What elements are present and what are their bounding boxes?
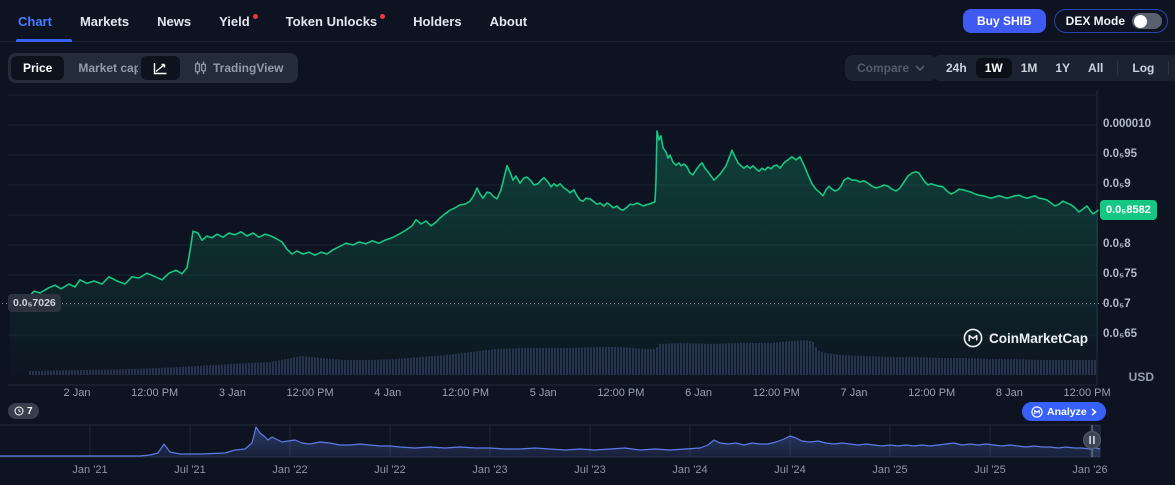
range-button-all[interactable]: All (1088, 61, 1104, 75)
nav-tab-about[interactable]: About (490, 0, 528, 42)
line-chart-mode-button[interactable] (141, 56, 180, 80)
nav-tab-label: Markets (79, 13, 130, 29)
nav-tab-label: About (489, 13, 528, 29)
dex-mode-switch[interactable] (1132, 13, 1162, 29)
dex-mode-toggle[interactable]: DEX Mode (1053, 9, 1168, 33)
top-navigation: Chart Markets News Yield Token Unlocks Holder… (0, 0, 1175, 42)
tradingview-mode-button[interactable]: TradingView (182, 56, 295, 80)
time-range-group: 24h 1W 1M 1Y All Log (932, 55, 1175, 81)
history-brush-area[interactable] (0, 425, 1100, 457)
nav-tab-chart[interactable]: Chart (16, 0, 72, 42)
range-button-1y[interactable]: 1Y (1055, 61, 1071, 75)
y-axis-tick: 0.0₅65 (1103, 328, 1138, 340)
divider (1117, 61, 1119, 75)
divider (1168, 61, 1170, 75)
coinmarketcap-watermark: CoinMarketCap (963, 328, 1088, 348)
chart-type-segmented: TradingView (138, 53, 299, 83)
x-axis-tick: 12:00 PM (752, 387, 800, 399)
analyze-label: Analyze (1047, 405, 1087, 418)
watermark-text: CoinMarketCap (989, 330, 1089, 346)
x-axis-tick: 12:00 PM (1063, 387, 1111, 399)
new-indicator-dot (252, 13, 258, 19)
history-axis-tick: Jul '21 (174, 464, 206, 476)
y-axis-tick: 0.000010 (1103, 118, 1151, 130)
nav-tab-news[interactable]: News (157, 0, 191, 42)
previous-close-tag: 0.0₅7026 (8, 294, 61, 312)
log-scale-button[interactable]: Log (1132, 61, 1155, 75)
current-price-tag: 0.0₅8582 (1100, 200, 1157, 220)
price-marketcap-segmented: Price Market cap (8, 53, 157, 83)
currency-unit-label: USD (1128, 370, 1154, 384)
clock-icon (14, 406, 24, 416)
nav-tab-holders[interactable]: Holders (413, 0, 461, 42)
history-area-fill (0, 427, 1100, 457)
chevron-down-icon (915, 65, 925, 71)
nav-tab-token-unlocks[interactable]: Token Unlocks (286, 0, 386, 42)
nav-actions: Buy SHIB DEX Mode (962, 9, 1168, 33)
history-axis-tick: Jul '24 (774, 464, 806, 476)
nav-tab-yield[interactable]: Yield (219, 0, 258, 42)
x-axis-tick: 8 Jan (995, 387, 1023, 399)
candlestick-icon (194, 61, 207, 75)
new-indicator-dot (380, 13, 386, 19)
y-axis-tick: 0.0₅95 (1103, 148, 1138, 160)
price-line (9, 130, 1099, 303)
x-axis-tick: 12:00 PM (441, 387, 490, 399)
history-badge-count: 7 (27, 405, 33, 417)
y-axis-tick: 0.0₅8 (1103, 238, 1131, 250)
x-axis-tick: 3 Jan (218, 387, 246, 399)
nav-tab-label: Token Unlocks (285, 13, 378, 29)
price-area-fill (10, 131, 1098, 385)
x-axis-tick: 2 Jan (63, 387, 91, 399)
chevron-right-icon (1091, 407, 1097, 416)
y-axis-tick: 0.0₅75 (1103, 268, 1138, 280)
metric-tab-price[interactable]: Price (11, 56, 65, 80)
y-axis-tick: 0.0₅7 (1103, 298, 1131, 310)
metric-tab-market-cap[interactable]: Market cap (78, 61, 142, 75)
history-alerts-badge[interactable]: 7 (8, 403, 39, 419)
history-axis-tick: Jul '22 (374, 464, 406, 476)
analyze-logo-icon (1031, 405, 1043, 418)
y-axis-tick: 0.0₅9 (1103, 178, 1131, 190)
x-axis-tick: 12:00 PM (597, 387, 645, 399)
range-button-1m[interactable]: 1M (1020, 61, 1038, 75)
main-chart-plot-area[interactable] (8, 90, 1097, 385)
history-axis-tick: Jan '23 (472, 464, 508, 476)
x-axis-tick: 4 Jan (374, 387, 402, 399)
nav-tab-label: Yield (219, 13, 250, 29)
x-axis-tick: 7 Jan (840, 387, 868, 399)
history-axis-tick: Jul '25 (974, 464, 1006, 476)
brush-handle[interactable] (1083, 431, 1101, 449)
compare-label: Compare (857, 61, 910, 75)
nav-tab-label: Chart (18, 13, 52, 29)
history-line (0, 426, 1101, 457)
compare-button[interactable]: Compare (845, 55, 938, 81)
tradingview-label: TradingView (213, 61, 284, 75)
analyze-button[interactable]: Analyze (1022, 402, 1106, 421)
history-axis-tick: Jan '26 (1072, 464, 1108, 476)
range-button-24h[interactable]: 24h (946, 61, 967, 75)
x-axis-tick: 5 Jan (529, 387, 557, 399)
nav-tab-label: News (157, 13, 192, 29)
buy-shib-button[interactable]: Buy SHIB (962, 9, 1046, 33)
nav-tab-label: Holders (413, 13, 462, 29)
line-chart-icon (153, 62, 167, 74)
x-axis-tick: 12:00 PM (286, 387, 334, 399)
x-axis-tick: 6 Jan (685, 387, 713, 399)
nav-tabs: Chart Markets News Yield Token Unlocks Holder… (16, 0, 555, 42)
dex-mode-label: DEX Mode (1065, 14, 1125, 28)
history-axis-tick: Jan '21 (72, 464, 108, 476)
nav-tab-markets[interactable]: Markets (80, 0, 129, 42)
x-axis-tick: 12:00 PM (131, 387, 179, 399)
history-axis-tick: Jan '22 (272, 464, 308, 476)
history-axis-tick: Jan '25 (872, 464, 908, 476)
coinmarketcap-logo-icon (963, 328, 983, 348)
x-axis-tick: 12:00 PM (908, 387, 956, 399)
history-axis-tick: Jan '24 (672, 464, 708, 476)
range-button-1w[interactable]: 1W (975, 58, 1012, 78)
history-axis-tick: Jul '23 (574, 464, 606, 476)
